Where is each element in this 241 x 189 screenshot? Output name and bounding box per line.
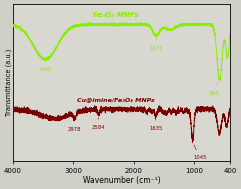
Text: 1045: 1045 (193, 145, 207, 160)
Text: 3465: 3465 (39, 60, 52, 72)
Text: Cu@imine/Fe₃O₄ MNPs: Cu@imine/Fe₃O₄ MNPs (77, 97, 154, 102)
Text: Fe₃O₄ MNPs: Fe₃O₄ MNPs (93, 12, 138, 18)
Text: 1635: 1635 (149, 118, 162, 131)
Text: 584: 584 (209, 82, 219, 96)
Text: 2978: 2978 (68, 119, 81, 132)
Y-axis label: Transmittance (a.u.): Transmittance (a.u.) (5, 49, 12, 116)
X-axis label: Wavenumber (cm⁻¹): Wavenumber (cm⁻¹) (83, 176, 161, 185)
Text: 1627: 1627 (149, 37, 163, 51)
Text: 2584: 2584 (92, 117, 105, 130)
